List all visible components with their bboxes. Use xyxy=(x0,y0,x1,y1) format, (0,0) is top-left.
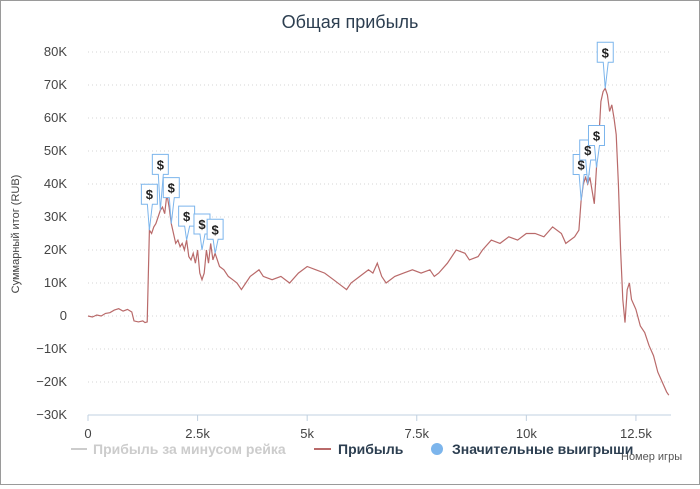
y-tick-label: 50K xyxy=(44,143,67,158)
y-tick-label: −30K xyxy=(36,407,67,422)
y-tick-label: 80K xyxy=(44,44,67,59)
x-tick-label: 7.5k xyxy=(404,426,429,441)
legend-label: Прибыль за минусом рейка xyxy=(93,441,286,457)
x-tick-label: 2.5k xyxy=(185,426,210,441)
win-flag-label: $ xyxy=(602,45,610,60)
win-flag[interactable]: $ xyxy=(596,41,614,89)
y-tick-label: −10K xyxy=(36,341,67,356)
legend-label: Прибыль xyxy=(338,441,404,457)
series-line-profit[interactable] xyxy=(87,86,670,396)
y-tick-label: −20K xyxy=(36,374,67,389)
y-axis-ticks: −30K −20K −10K 0 10K 20K 30K 40K 50K 60K 70K 80K xyxy=(36,44,67,422)
legend-label: Значительные выигрыши xyxy=(452,441,633,457)
chart-title: Общая прибыль xyxy=(282,12,419,32)
y-tick-label: 70K xyxy=(44,77,67,92)
legend: Прибыль за минусом рейка Прибыль Значитель… xyxy=(71,441,633,457)
win-flag[interactable]: $ xyxy=(206,218,224,254)
win-flag[interactable]: $ xyxy=(162,177,180,224)
grid-lines xyxy=(88,51,671,383)
win-flag-label: $ xyxy=(212,222,220,237)
legend-item-net-profit[interactable]: Прибыль за минусом рейка xyxy=(71,441,286,457)
x-axis-label: Номер игры xyxy=(621,451,682,463)
win-flag-label: $ xyxy=(584,143,592,158)
y-axis-label: Суммарный итог (RUB) xyxy=(10,175,22,294)
y-tick-label: 40K xyxy=(44,176,67,191)
win-flag-label: $ xyxy=(198,217,206,232)
x-tick-label: 10k xyxy=(516,426,537,441)
x-tick-label: 12.5k xyxy=(620,426,652,441)
x-tick-label: 0 xyxy=(84,426,91,441)
win-flag-label: $ xyxy=(157,157,165,172)
win-flag-label: $ xyxy=(578,158,586,173)
y-tick-label: 60K xyxy=(44,110,67,125)
win-flag[interactable]: $ xyxy=(193,213,211,251)
significant-win-flags: $$$$$ $$$$$ xyxy=(140,41,614,254)
y-tick-label: 10K xyxy=(44,275,67,290)
win-flag-label: $ xyxy=(146,187,154,202)
legend-item-profit[interactable]: Прибыль xyxy=(314,441,404,457)
x-tick-label: 5k xyxy=(300,426,314,441)
x-axis-ticks: 0 2.5k 5k 7.5k 10k 12.5k xyxy=(84,415,652,441)
y-tick-label: 30K xyxy=(44,209,67,224)
win-flag[interactable]: $ xyxy=(178,205,196,241)
y-tick-label: 20K xyxy=(44,242,67,257)
y-tick-label: 0 xyxy=(60,308,67,323)
win-flag-label: $ xyxy=(183,209,191,224)
win-flag-label: $ xyxy=(168,181,176,196)
win-flag-label: $ xyxy=(593,129,601,144)
win-flag[interactable]: $ xyxy=(587,125,605,168)
win-flag[interactable]: $ xyxy=(151,153,169,211)
legend-item-significant-wins[interactable]: Значительные выигрыши xyxy=(431,441,633,457)
win-flag[interactable]: $ xyxy=(140,183,158,231)
